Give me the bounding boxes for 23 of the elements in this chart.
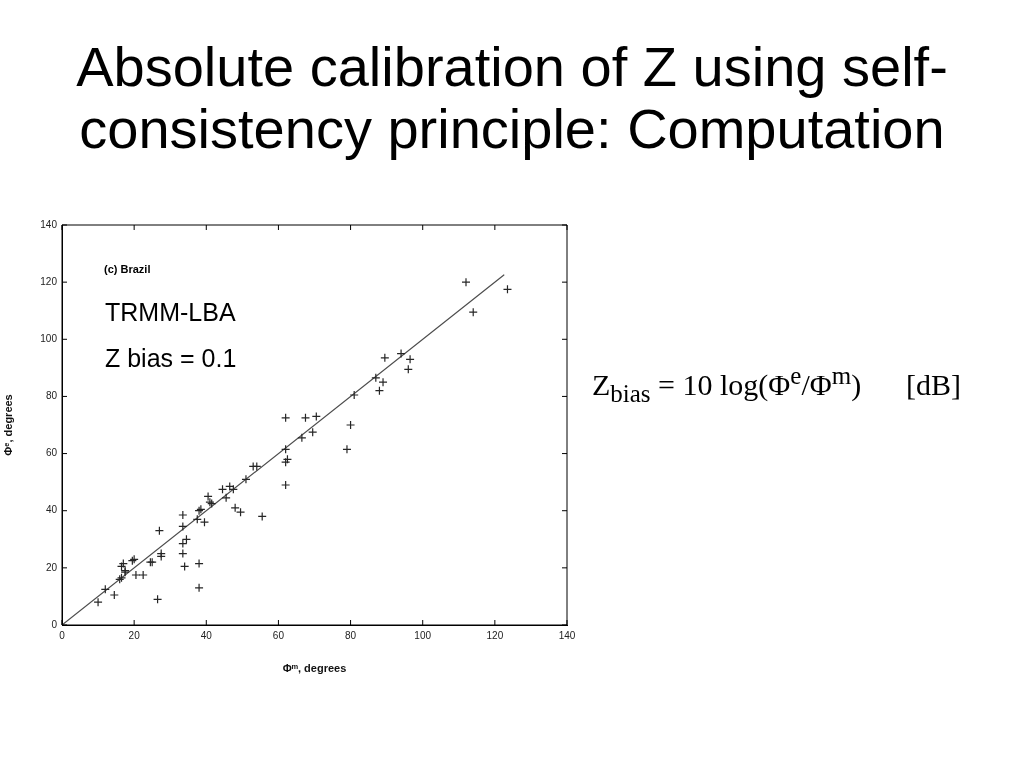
x-tick-label: 60: [272, 629, 285, 641]
x-tick-label: 20: [128, 629, 141, 641]
y-tick-label: 0: [51, 618, 58, 630]
y-tick-label: 120: [40, 275, 58, 287]
text: Z$_{bias}$ = 10 log(Φ$^{e}$/Φ$^{m}$) [dB]: [592, 362, 962, 408]
x-tick-label: 80: [345, 629, 357, 641]
y-tick-label: 40: [45, 504, 58, 516]
y-tick-label: 20: [45, 561, 58, 573]
y-axis-title: Φᵉ, degrees: [1, 394, 14, 456]
x-tick-label: 120: [486, 629, 504, 641]
x-tick-label: 140: [558, 629, 576, 641]
annotation: Z bias = 0.1: [105, 344, 237, 372]
y-tick-label: 80: [45, 390, 58, 402]
annotation: (c) Brazil: [104, 263, 151, 275]
y-tick-label: 100: [40, 333, 58, 345]
x-tick-label: 0: [59, 629, 66, 641]
annotation: TRMM-LBA: [105, 298, 236, 326]
y-tick-label: 60: [45, 447, 58, 459]
x-tick-label: 40: [200, 629, 213, 641]
x-tick-label: 100: [414, 629, 432, 641]
x-axis-title: Φᵐ, degrees: [282, 662, 347, 675]
y-tick-label: 140: [40, 218, 58, 230]
chart-title: Absolute calibration of Z using self-consistency principle: Computation: [75, 35, 949, 160]
